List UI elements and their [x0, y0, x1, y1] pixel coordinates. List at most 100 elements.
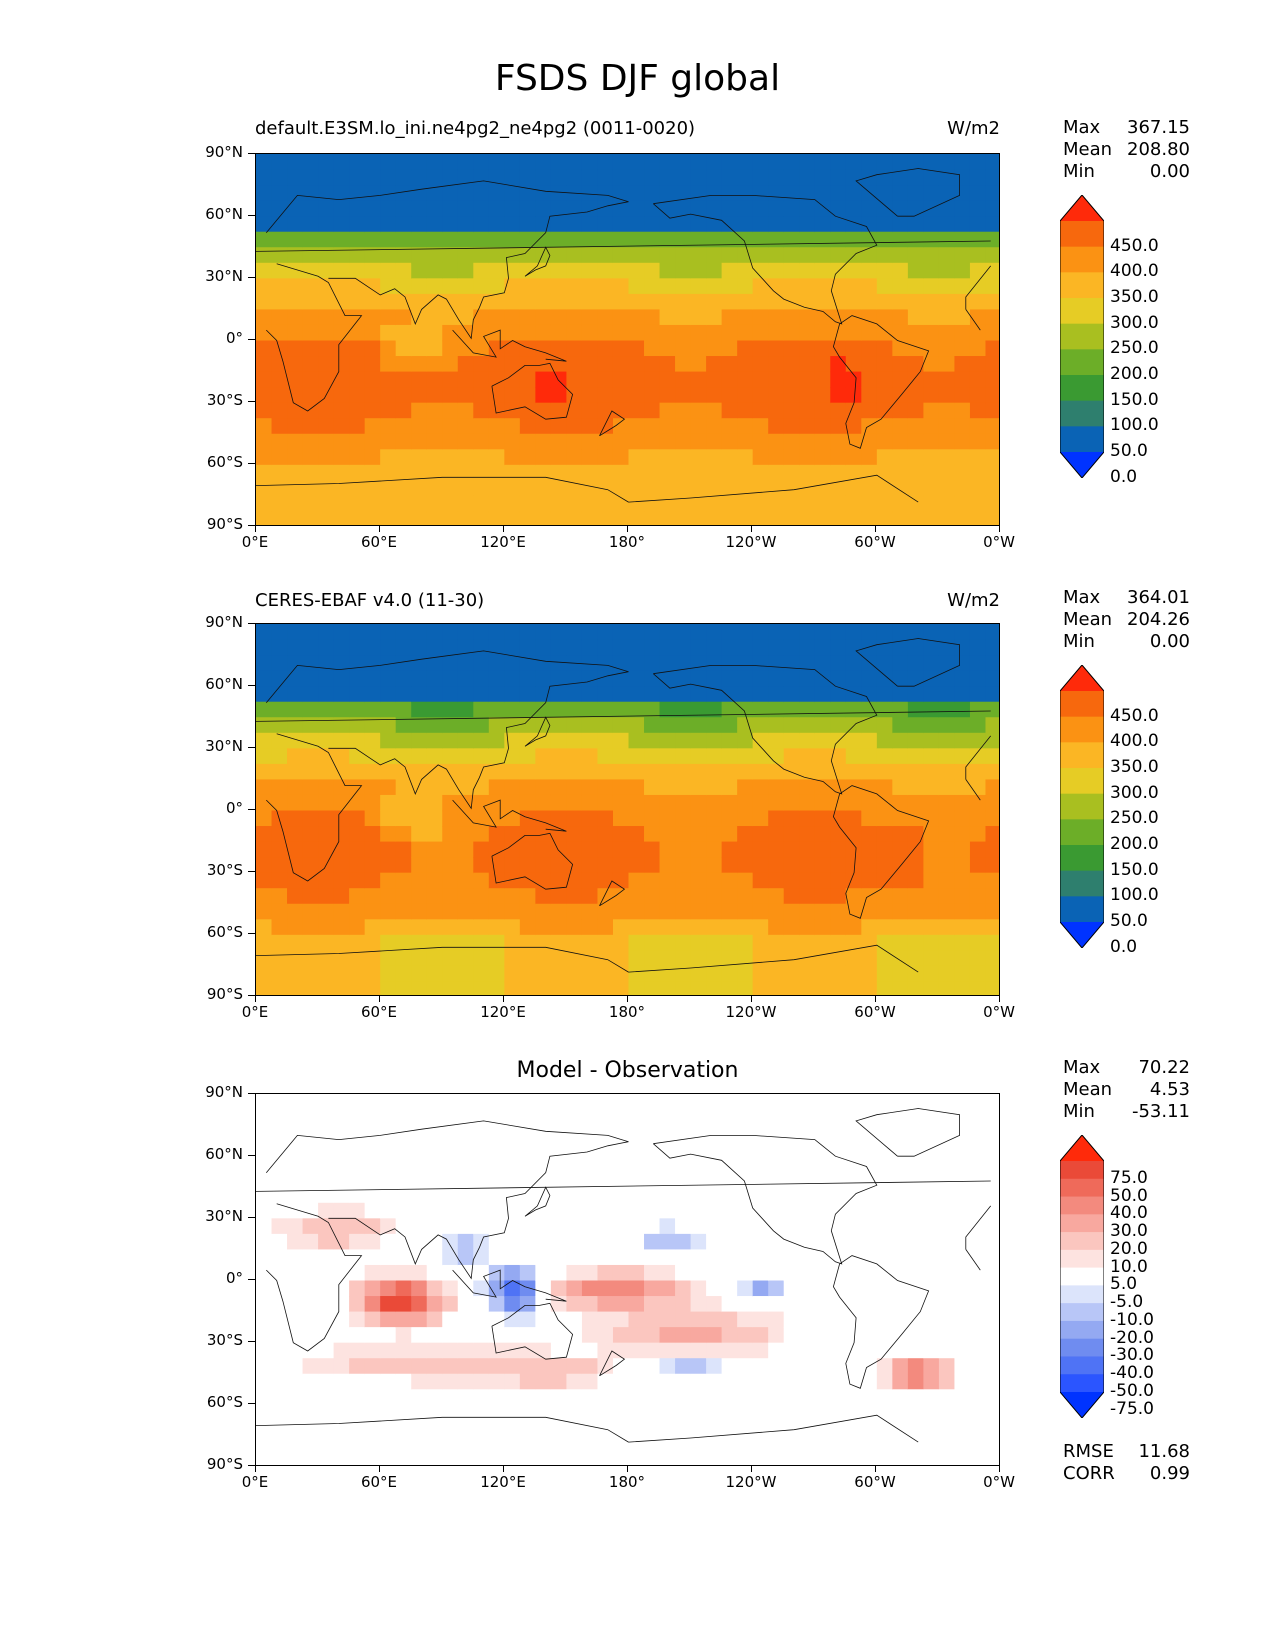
field-cell — [892, 1420, 909, 1437]
field-cell — [954, 639, 971, 656]
field-cell — [938, 1264, 956, 1282]
field-cell — [411, 779, 428, 796]
field-cell — [287, 1327, 304, 1344]
field-cell — [395, 402, 412, 419]
field-cell — [256, 748, 273, 765]
field-cell — [411, 495, 428, 513]
field-cell — [892, 934, 909, 951]
field-cell — [799, 826, 816, 843]
field-cell — [256, 154, 273, 171]
field-cell — [597, 732, 614, 749]
field-cell — [783, 278, 800, 295]
field-cell — [581, 981, 599, 995]
field-cell — [612, 324, 630, 342]
field-cell — [768, 169, 785, 186]
field-cell — [566, 480, 583, 497]
field-cell — [535, 872, 552, 889]
field-cell — [426, 154, 443, 171]
field-cell — [550, 1327, 568, 1344]
field-cell — [302, 371, 319, 388]
field-cell — [799, 185, 816, 202]
field-cell — [287, 686, 304, 703]
field-cell — [752, 200, 769, 217]
field-cell — [504, 200, 521, 217]
field-cell — [752, 857, 769, 874]
field-cell — [675, 247, 692, 264]
field-cell — [442, 655, 459, 672]
field-cell — [535, 1435, 552, 1453]
field-cell — [597, 1327, 614, 1344]
field-cell — [752, 794, 769, 812]
lat-tick-label: 30°S — [206, 861, 243, 879]
field-cell — [907, 418, 924, 435]
colorbar-segment — [1060, 1338, 1104, 1357]
field-cell — [411, 1435, 428, 1453]
coastline — [256, 1180, 991, 1192]
field-cell — [845, 655, 862, 672]
lon-tick-mark — [751, 526, 752, 532]
field-cell — [380, 154, 397, 171]
field-cell — [861, 216, 878, 233]
field-cell — [659, 356, 676, 373]
field-cell — [473, 1420, 490, 1437]
field-cell — [349, 402, 366, 419]
field-cell — [364, 324, 381, 342]
field-cell — [457, 1187, 474, 1204]
field-cell — [581, 1420, 599, 1437]
field-cell — [628, 1373, 645, 1390]
field-cell — [628, 340, 645, 357]
field-cell — [783, 464, 800, 481]
field-cell — [721, 1109, 738, 1126]
field-cell — [473, 1218, 490, 1235]
field-cell — [938, 1140, 956, 1157]
field-cell — [876, 1373, 893, 1390]
field-cell — [830, 247, 847, 264]
field-cell — [830, 794, 847, 812]
field-cell — [256, 934, 273, 951]
field-cell — [690, 1233, 707, 1251]
field-cell — [954, 981, 971, 995]
field-cell — [519, 763, 536, 781]
field-cell — [302, 1373, 319, 1390]
field-cell — [737, 981, 754, 995]
lat-tick-label: 90°N — [205, 613, 243, 631]
field-cell — [938, 1389, 956, 1406]
field-cell — [845, 670, 862, 687]
field-cell — [364, 387, 381, 404]
field-cell — [628, 1420, 645, 1437]
field-cell — [644, 1358, 661, 1375]
field-cell — [969, 480, 987, 497]
field-cell — [985, 1342, 999, 1359]
field-cell — [675, 340, 692, 357]
field-cell — [737, 464, 754, 481]
field-cell — [690, 402, 707, 419]
coastline — [628, 474, 919, 503]
field-cell — [535, 340, 552, 357]
field-cell — [504, 872, 521, 889]
field-cell — [395, 1280, 412, 1297]
field-cell — [333, 1373, 350, 1390]
field-cell — [628, 810, 645, 827]
field-cell — [612, 1420, 630, 1437]
lat-tick-mark — [248, 1217, 255, 1218]
field-cell — [612, 511, 630, 525]
field-cell — [302, 748, 319, 765]
field-cell — [302, 1280, 319, 1297]
field-cell — [814, 185, 831, 202]
field-cell — [721, 371, 738, 388]
field-cell — [256, 495, 273, 513]
lat-tick-label: 90°N — [205, 143, 243, 161]
field-cell — [721, 1156, 738, 1173]
field-cell — [581, 309, 599, 326]
field-cell — [504, 324, 521, 342]
field-cell — [923, 1218, 940, 1235]
field-cell — [566, 1264, 583, 1282]
field-cell — [659, 1420, 676, 1437]
field-cell — [535, 686, 552, 703]
field-cell — [442, 639, 459, 656]
field-cell — [969, 293, 987, 311]
field-cell — [644, 1451, 661, 1465]
field-cell — [256, 262, 273, 279]
field-cell — [302, 1171, 319, 1188]
colorbar-segment — [1060, 298, 1104, 325]
